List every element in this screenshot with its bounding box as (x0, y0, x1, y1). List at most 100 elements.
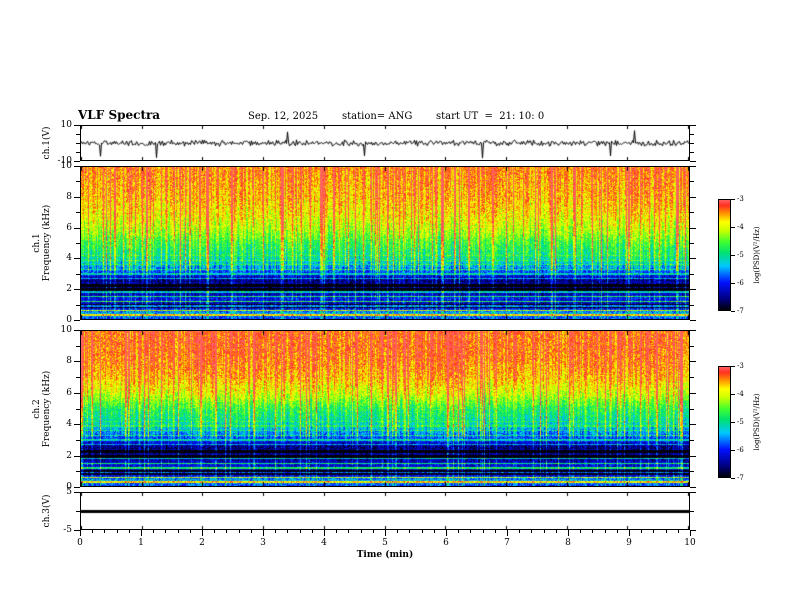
x-tick-label: 0 (77, 538, 83, 548)
y-tick-mark (74, 197, 80, 198)
ch2-frequency-axis-label: ch.2 Frequency (kHz) (32, 370, 52, 447)
y-tick-label: 8 (66, 192, 72, 202)
x-minor-tick-mark (409, 530, 410, 533)
y-minor-tick-mark (76, 274, 80, 275)
y-tick-mark (690, 125, 696, 126)
y-minor-tick-mark (690, 274, 694, 275)
colorbar-tick-mark (731, 311, 735, 312)
y-minor-tick-mark (690, 243, 694, 244)
ch3-voltage-axis-label: ch.3(V) (42, 494, 52, 528)
x-tick-mark (141, 530, 142, 536)
x-tick-label: 2 (199, 538, 205, 548)
y-tick-mark (690, 161, 696, 162)
colorbar-tick-mark (731, 422, 735, 423)
x-minor-tick-mark (117, 530, 118, 533)
y-minor-tick-mark (76, 471, 80, 472)
y-tick-label: 0 (66, 315, 72, 325)
y-minor-tick-mark (76, 511, 80, 512)
y-minor-tick-mark (76, 346, 80, 347)
y-minor-tick-mark (76, 181, 80, 182)
colorbar-ch2 (718, 366, 731, 478)
colorbar-tick-label: -5 (737, 251, 744, 259)
x-minor-tick-mark (129, 530, 130, 533)
x-minor-tick-mark (251, 530, 252, 533)
y-tick-mark (690, 456, 696, 457)
y-tick-mark (74, 125, 80, 126)
y-tick-mark (690, 361, 696, 362)
colorbar-tick-mark (731, 366, 735, 367)
start-ut-label: start UT = 21: 10: 0 (436, 111, 545, 122)
x-minor-tick-mark (92, 530, 93, 533)
colorbar-tick-mark (731, 199, 735, 200)
x-minor-tick-mark (678, 530, 679, 533)
y-tick-mark (690, 330, 696, 331)
x-minor-tick-mark (422, 530, 423, 533)
colorbar-tick-label: -4 (737, 390, 744, 398)
colorbar-ch1-label: log(PSD)(V²/Hz) (753, 226, 761, 284)
x-tick-label: 10 (684, 538, 696, 548)
ch3-waveform-panel (80, 492, 690, 530)
x-minor-tick-mark (580, 530, 581, 533)
x-minor-tick-mark (531, 530, 532, 533)
x-minor-tick-mark (165, 530, 166, 533)
y-tick-mark (74, 289, 80, 290)
x-minor-tick-mark (519, 530, 520, 533)
x-minor-tick-mark (361, 530, 362, 533)
y-minor-tick-mark (690, 181, 694, 182)
y-tick-label: 6 (66, 223, 72, 233)
x-minor-tick-mark (275, 530, 276, 533)
ch1-voltage-axis-label: ch.1(V) (42, 126, 52, 160)
y-tick-mark (690, 289, 696, 290)
x-tick-label: 6 (443, 538, 449, 548)
y-tick-label: 10 (60, 325, 72, 335)
y-minor-tick-mark (76, 305, 80, 306)
x-minor-tick-mark (239, 530, 240, 533)
colorbar-tick-label: -6 (737, 279, 744, 287)
x-minor-tick-mark (312, 530, 313, 533)
x-minor-tick-mark (397, 530, 398, 533)
x-tick-mark (263, 530, 264, 536)
y-tick-mark (74, 258, 80, 259)
colorbar-ch2-label: log(PSD)(V²/Hz) (753, 393, 761, 451)
x-minor-tick-mark (348, 530, 349, 533)
plot-title: VLF Spectra (78, 108, 161, 122)
x-minor-tick-mark (104, 530, 105, 533)
y-minor-tick-mark (690, 152, 694, 153)
y-tick-mark (690, 228, 696, 229)
y-minor-tick-mark (76, 143, 80, 144)
colorbar-tick-mark (731, 394, 735, 395)
colorbar-ch1 (718, 199, 731, 311)
y-tick-label: -5 (63, 525, 72, 535)
x-minor-tick-mark (458, 530, 459, 533)
y-tick-mark (74, 320, 80, 321)
x-minor-tick-mark (300, 530, 301, 533)
y-minor-tick-mark (690, 134, 694, 135)
x-minor-tick-mark (336, 530, 337, 533)
y-minor-tick-mark (690, 440, 694, 441)
colorbar-tick-label: -6 (737, 446, 744, 454)
y-tick-mark (74, 166, 80, 167)
y-tick-mark (690, 166, 696, 167)
x-minor-tick-mark (617, 530, 618, 533)
ch1-frequency-axis-label: ch.1 Frequency (kHz) (32, 204, 52, 282)
x-minor-tick-mark (592, 530, 593, 533)
y-minor-tick-mark (690, 377, 694, 378)
x-tick-mark (568, 530, 569, 536)
station-label: station= ANG (342, 111, 413, 122)
y-tick-mark (74, 456, 80, 457)
x-minor-tick-mark (178, 530, 179, 533)
x-tick-mark (629, 530, 630, 536)
ch1-spectrogram-panel (80, 166, 690, 320)
x-minor-tick-mark (495, 530, 496, 533)
y-tick-label: 0 (66, 482, 72, 492)
y-minor-tick-mark (690, 409, 694, 410)
x-tick-mark (446, 530, 447, 536)
y-tick-mark (74, 161, 80, 162)
y-minor-tick-mark (76, 152, 80, 153)
ch1-waveform-canvas (81, 126, 689, 160)
colorbar-tick-label: -3 (737, 195, 744, 203)
x-minor-tick-mark (666, 530, 667, 533)
x-tick-label: 3 (260, 538, 266, 548)
plot-date: Sep. 12, 2025 (248, 111, 319, 122)
y-tick-label: 2 (66, 451, 72, 461)
